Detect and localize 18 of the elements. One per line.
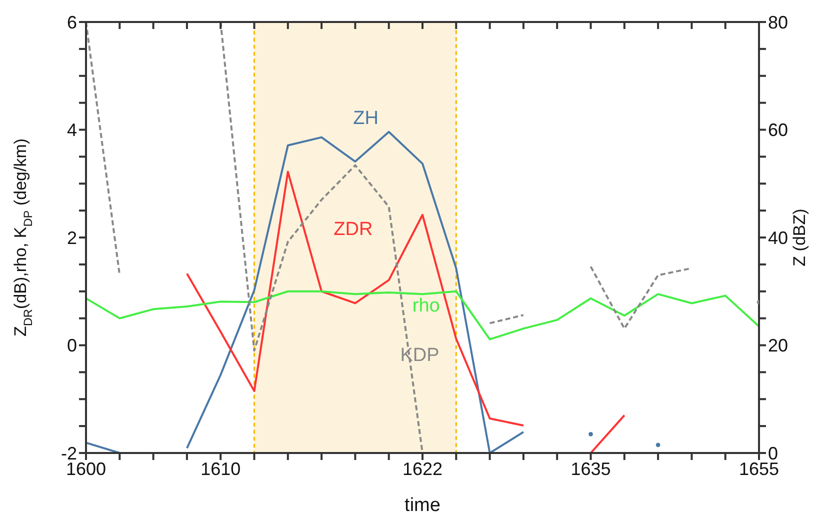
x-tick-label: 1635: [570, 458, 611, 479]
y2-axis-title: Z (dBZ): [790, 208, 810, 266]
y-tick-label: 0: [66, 336, 77, 356]
series-label: rho: [412, 295, 440, 316]
x-tick-label: 1610: [200, 458, 241, 479]
series-label: KDP: [400, 345, 440, 366]
series-label: ZDR: [334, 219, 373, 240]
y-tick-label: 4: [66, 120, 77, 140]
y2-tick-label: 40: [768, 228, 788, 248]
series-label: ZH: [353, 108, 379, 129]
x-tick-label: 1622: [402, 458, 443, 479]
y2-tick-label: 80: [768, 12, 788, 32]
y2-tick-label: 60: [768, 120, 788, 140]
y-tick-label: 6: [66, 12, 77, 32]
x-axis-title: time: [404, 495, 440, 516]
y2-tick-label: 20: [768, 336, 788, 356]
y-tick-label: 2: [66, 228, 77, 248]
line-series: [86, 290, 759, 340]
